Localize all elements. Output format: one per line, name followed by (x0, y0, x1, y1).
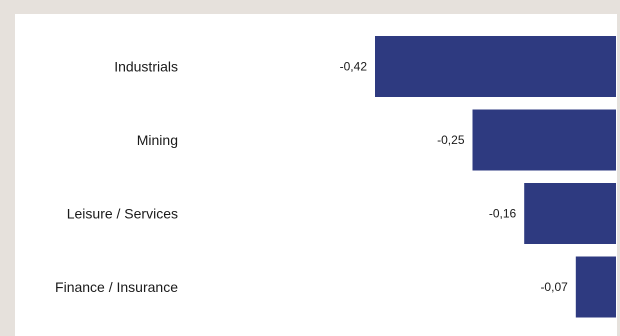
value-label: -0,25 (437, 133, 465, 147)
value-label: -0,07 (540, 280, 568, 294)
value-label: -0,16 (489, 207, 517, 221)
category-label: Leisure / Services (67, 206, 178, 222)
value-label: -0,42 (340, 60, 368, 74)
bar-industrials (375, 36, 616, 97)
bar-mining (472, 109, 616, 171)
bar-leisure-services (524, 183, 616, 244)
bar-finance-insurance (575, 256, 616, 318)
category-label: Industrials (114, 59, 178, 75)
category-label: Mining (137, 132, 178, 148)
category-label: Finance / Insurance (55, 279, 178, 295)
